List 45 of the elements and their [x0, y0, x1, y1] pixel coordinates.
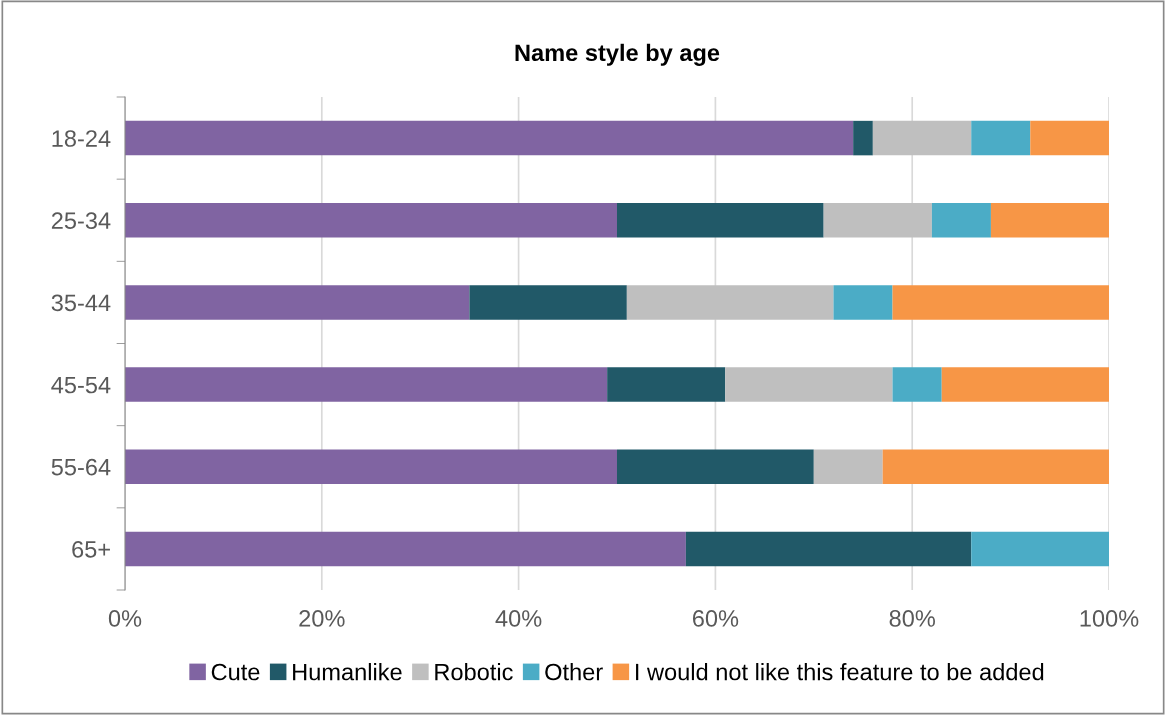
bar [813, 449, 883, 485]
bar [125, 203, 617, 238]
x-tick-label: 60% [692, 610, 739, 627]
y-tick-label: 55-64 [51, 458, 111, 476]
bar [882, 449, 1109, 485]
legend-label: Cute [211, 663, 260, 681]
bar [872, 120, 972, 156]
bar [125, 449, 617, 485]
y-tick-label: 25-34 [51, 212, 111, 230]
chart-title: Name style by age [515, 43, 720, 66]
bar [990, 203, 1109, 238]
y-tick-label: 45-54 [51, 376, 111, 394]
bar [469, 285, 627, 320]
bar [125, 120, 854, 156]
bar [892, 285, 1109, 320]
x-tick-label: 40% [495, 610, 542, 627]
x-tick-label: 80% [889, 610, 935, 627]
bar [725, 367, 893, 402]
bar [1030, 120, 1109, 156]
bar [125, 531, 686, 567]
bar [617, 449, 814, 485]
bar [892, 367, 942, 402]
x-tick-label: 20% [299, 610, 345, 627]
bar [971, 120, 1031, 156]
x-tick-label: 0% [108, 610, 142, 627]
bar [626, 285, 834, 320]
bar [125, 367, 608, 402]
bar [853, 120, 873, 156]
bar [833, 285, 893, 320]
legend-label: I would not like this feature to be added [636, 663, 1044, 681]
bar [823, 203, 932, 238]
bar [931, 203, 991, 238]
legend-label: Other [545, 663, 603, 681]
bar [941, 367, 1109, 402]
bar [685, 531, 972, 567]
y-tick-label: 18-24 [52, 130, 111, 147]
legend-label: Robotic [435, 663, 513, 681]
bar [971, 531, 1109, 567]
y-tick-label: 65+ [72, 540, 110, 558]
bar [607, 367, 726, 402]
y-tick-label: 35-44 [51, 294, 111, 312]
bar [125, 285, 470, 320]
bar [617, 203, 824, 238]
x-tick-label: 100% [1080, 610, 1139, 627]
legend-label: Humanlike [293, 663, 402, 681]
